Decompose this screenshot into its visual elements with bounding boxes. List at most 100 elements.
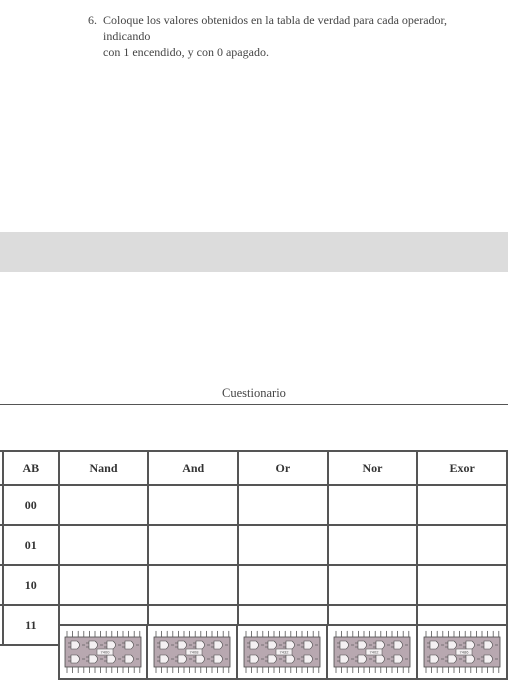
svg-text:.: . [499, 630, 500, 632]
svg-text:.: . [493, 630, 494, 632]
chip-exor-cell: .............. 7486 [418, 624, 508, 680]
section-title: Cuestionario [0, 386, 508, 401]
chip-nand-cell: .............. 7400 [58, 624, 148, 680]
svg-text:.: . [84, 630, 85, 632]
svg-text:.: . [487, 630, 488, 632]
truth-table: AB Nand And Or Nor Exor 00 01 10 3 11 [0, 450, 508, 646]
table-row: 01 [0, 525, 507, 565]
horizontal-rule [0, 404, 508, 405]
cell [417, 485, 507, 525]
svg-text:.: . [381, 630, 382, 632]
header-nand: Nand [59, 451, 149, 485]
svg-text:.: . [358, 630, 359, 632]
svg-text:.: . [189, 630, 190, 632]
header-or: Or [238, 451, 328, 485]
instruction-number: 6. [88, 12, 103, 61]
grey-separator-bar [0, 232, 508, 272]
svg-text:.: . [257, 630, 258, 632]
chip-or-cell: .............. 7432 [238, 624, 328, 680]
svg-text:.: . [397, 630, 398, 632]
cell [238, 525, 328, 565]
chip-icon: .............. 7486 [420, 628, 504, 676]
svg-text:.: . [386, 630, 387, 632]
svg-text:.: . [206, 630, 207, 632]
chip-icon: .............. 7400 [61, 628, 145, 676]
svg-text:.: . [347, 630, 348, 632]
svg-text:7486: 7486 [460, 650, 470, 655]
table-header-row: AB Nand And Or Nor Exor [0, 451, 507, 485]
svg-text:.: . [178, 630, 179, 632]
header-exor: Exor [417, 451, 507, 485]
table-row: 00 [0, 485, 507, 525]
svg-text:.: . [476, 630, 477, 632]
svg-text:7432: 7432 [280, 650, 290, 655]
cell [148, 565, 238, 605]
instruction-text: Coloque los valores obtenidos en la tabl… [103, 12, 448, 61]
instruction-line2: con 1 encendido, y con 0 apagado. [103, 45, 269, 59]
truth-table-wrap: AB Nand And Or Nor Exor 00 01 10 3 11 [0, 450, 508, 646]
svg-text:.: . [117, 630, 118, 632]
header-ab: AB [3, 451, 59, 485]
chip-and-cell: .............. 7408 [148, 624, 238, 680]
svg-text:.: . [268, 630, 269, 632]
chip-icon: .............. 7408 [150, 628, 234, 676]
chip-nor-cell: .............. 7402 [328, 624, 418, 680]
svg-text:.: . [134, 630, 135, 632]
svg-text:.: . [201, 630, 202, 632]
svg-text:.: . [128, 630, 129, 632]
row-ab: 00 [3, 485, 59, 525]
svg-text:.: . [100, 630, 101, 632]
cell [59, 525, 149, 565]
cell [328, 565, 418, 605]
header-and: And [148, 451, 238, 485]
svg-text:.: . [465, 630, 466, 632]
svg-text:.: . [263, 630, 264, 632]
svg-text:.: . [341, 630, 342, 632]
svg-text:.: . [217, 630, 218, 632]
cell [417, 525, 507, 565]
row-ab: 10 [3, 565, 59, 605]
chip-icon: .............. 7402 [330, 628, 414, 676]
svg-text:.: . [229, 630, 230, 632]
instruction-line1: Coloque los valores obtenidos en la tabl… [103, 13, 447, 43]
instruction-block: 6. Coloque los valores obtenidos en la t… [0, 0, 508, 61]
chip-icon: .............. 7432 [240, 628, 324, 676]
cell [328, 485, 418, 525]
svg-text:.: . [431, 630, 432, 632]
cell [417, 565, 507, 605]
svg-text:.: . [167, 630, 168, 632]
svg-text:.: . [319, 630, 320, 632]
svg-text:.: . [161, 630, 162, 632]
cell [238, 565, 328, 605]
svg-text:.: . [471, 630, 472, 632]
svg-text:.: . [285, 630, 286, 632]
svg-text:.: . [106, 630, 107, 632]
svg-text:.: . [72, 630, 73, 632]
svg-text:.: . [403, 630, 404, 632]
svg-text:.: . [140, 630, 141, 632]
svg-text:.: . [296, 630, 297, 632]
row-ab: 11 [3, 605, 59, 645]
svg-text:.: . [353, 630, 354, 632]
svg-text:.: . [443, 630, 444, 632]
svg-text:7400: 7400 [101, 650, 111, 655]
svg-text:.: . [223, 630, 224, 632]
cell [238, 485, 328, 525]
svg-text:7402: 7402 [370, 650, 380, 655]
svg-text:.: . [251, 630, 252, 632]
svg-text:.: . [195, 630, 196, 632]
row-ab: 01 [3, 525, 59, 565]
svg-text:.: . [369, 630, 370, 632]
svg-text:.: . [459, 630, 460, 632]
table-row: 10 [0, 565, 507, 605]
svg-text:.: . [112, 630, 113, 632]
cell [148, 485, 238, 525]
svg-text:7408: 7408 [190, 650, 200, 655]
chip-diagram-row: .............. 7400 .............. 7408 … [58, 624, 508, 680]
header-nor: Nor [328, 451, 418, 485]
svg-text:.: . [375, 630, 376, 632]
cell [59, 565, 149, 605]
svg-text:.: . [78, 630, 79, 632]
svg-text:.: . [89, 630, 90, 632]
svg-text:.: . [437, 630, 438, 632]
